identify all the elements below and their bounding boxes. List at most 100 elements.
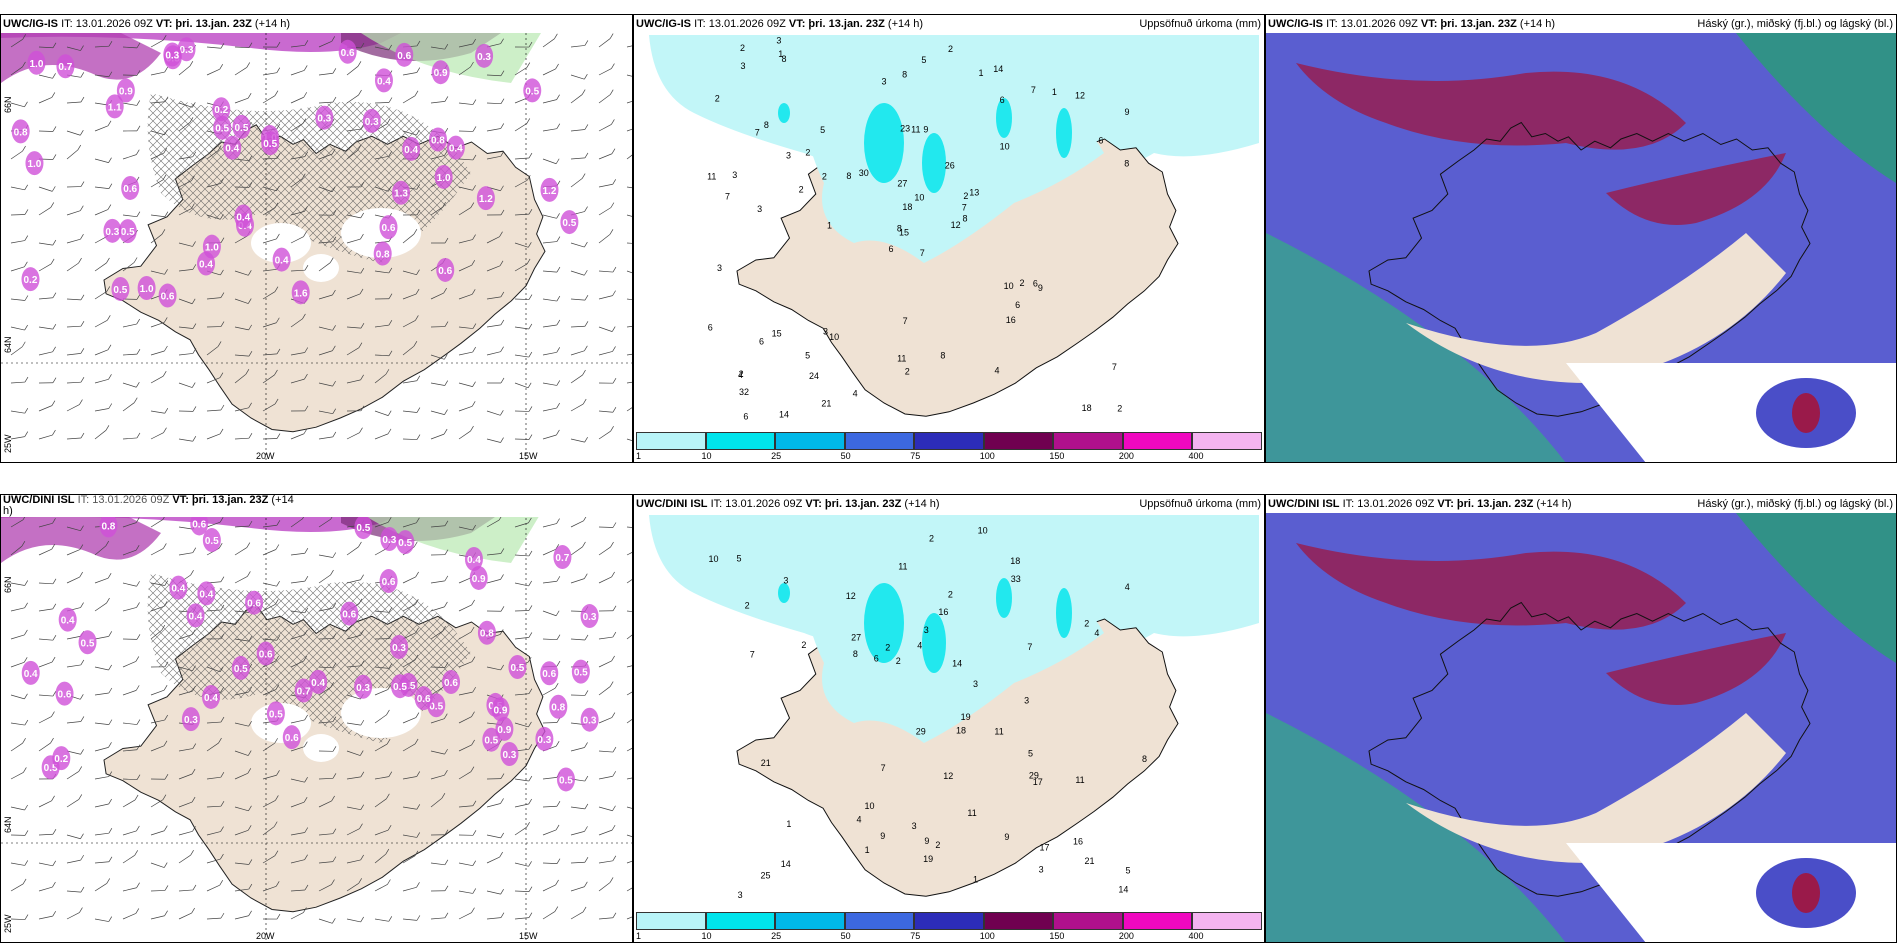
wind-barb-flag <box>500 319 505 326</box>
wind-barb <box>346 214 361 219</box>
precip-value: 7 <box>903 316 908 326</box>
wind-barb <box>458 691 473 696</box>
colorbar-swatch <box>1192 432 1262 450</box>
wind-barb <box>38 351 53 356</box>
wind-barb <box>10 607 25 612</box>
wind-barb <box>626 634 632 640</box>
wind-barb <box>150 322 165 328</box>
wind-barb <box>402 855 416 864</box>
wind-barb <box>234 915 249 920</box>
wind-barb-flag <box>220 321 225 327</box>
wind-barb <box>178 748 193 752</box>
wind-barb <box>346 918 361 923</box>
cell-value: 0.3 <box>537 735 551 746</box>
wind-barb-flag <box>472 860 477 866</box>
cell-value: 0.3 <box>165 51 179 62</box>
cell-value: 0.5 <box>356 523 370 534</box>
wind-barb <box>346 347 360 356</box>
wind-barb <box>150 39 164 48</box>
wind-barb <box>10 240 25 244</box>
wind-barb-flag <box>556 402 560 409</box>
wind-barb <box>458 716 472 724</box>
wind-barb-flag <box>359 288 364 295</box>
wind-barb <box>570 806 585 810</box>
precip-value: 2 <box>963 191 968 201</box>
wind-barb-flag <box>471 401 476 407</box>
wind-barb <box>458 912 472 920</box>
model-name: UWC/IG-IS <box>3 18 58 30</box>
wind-barb-flag <box>526 258 531 265</box>
wind-barb <box>122 154 137 160</box>
low-cloud-area <box>1296 543 1686 630</box>
wind-barb <box>94 45 109 48</box>
wind-barb-flag <box>220 716 225 723</box>
heavy-precip-cell <box>922 613 946 673</box>
wind-barb-flag <box>528 517 532 524</box>
wind-barb <box>626 438 632 441</box>
wind-barb-flag <box>471 739 475 746</box>
wind-barb <box>178 526 193 530</box>
wind-barb-flag <box>136 125 141 132</box>
wind-barb <box>94 883 107 892</box>
precip-cell <box>181 707 200 732</box>
wind-barb-flag <box>248 432 253 439</box>
wind-barb <box>150 234 163 244</box>
lon-label-20w: 20W <box>256 451 275 461</box>
wind-barb-flag <box>414 90 419 96</box>
wind-barb <box>486 803 501 808</box>
precip-value: 3 <box>881 76 886 86</box>
wind-barb-flag <box>360 660 365 667</box>
precip-cell <box>232 114 251 139</box>
wind-barb-flag <box>444 96 449 102</box>
precip-cell <box>482 727 501 752</box>
wind-barb-flag <box>582 398 587 405</box>
wind-barb <box>542 884 556 892</box>
wind-barb <box>290 156 305 160</box>
wind-barb <box>598 829 613 836</box>
wind-barb <box>318 294 333 300</box>
wind-barb-flag <box>500 664 504 671</box>
wind-barb <box>430 774 445 780</box>
wind-barb-flag <box>556 858 561 864</box>
wind-barb-flag <box>163 147 168 154</box>
wind-barb <box>626 154 632 160</box>
wind-barb <box>514 179 528 188</box>
wind-barb-flag <box>612 746 617 753</box>
wind-barb <box>178 269 193 272</box>
precip-value: 7 <box>755 128 760 138</box>
wind-barb <box>542 298 557 302</box>
cell-value: 0.7 <box>58 62 72 73</box>
wind-barb <box>122 661 136 668</box>
wind-barb <box>458 771 472 780</box>
wind-barb <box>626 381 632 384</box>
wind-barb-flag <box>471 260 476 266</box>
wind-barb <box>178 438 193 442</box>
heavy-precip-cell <box>1056 108 1072 158</box>
precip-value: 9 <box>880 831 885 841</box>
cell-value: 0.6 <box>247 599 261 610</box>
valid-time: þri. 13.jan. 23Z <box>824 498 902 510</box>
wind-barb <box>318 574 331 584</box>
wind-barb-flag <box>472 126 477 132</box>
colorbar-tick: 400 <box>1188 451 1204 461</box>
wind-barb <box>486 519 500 528</box>
precip-value: 2 <box>1019 278 1024 288</box>
map-layers: 0.50.80.30.50.40.30.30.50.40.90.50.90.50… <box>1 513 632 942</box>
cell-value: 0.8 <box>480 629 494 640</box>
wind-barb <box>626 298 632 301</box>
wind-barb <box>374 714 387 724</box>
cell-value: 0.3 <box>392 643 406 654</box>
wind-barb <box>458 526 473 531</box>
precip-value: 14 <box>781 859 791 869</box>
valid-time: þri. 13.jan. 23Z <box>808 18 885 30</box>
wind-barb-flag <box>80 602 84 608</box>
wind-barb-flag <box>416 153 421 159</box>
wind-barb <box>178 382 193 388</box>
colorbar-tick: 50 <box>840 451 851 461</box>
wind-barb-flag <box>413 229 418 235</box>
wind-barb-flag <box>385 369 390 375</box>
lead-time: (+14 h) <box>254 18 291 30</box>
wind-barb-flag <box>360 916 364 923</box>
wind-barb <box>150 629 163 640</box>
wind-barb <box>570 178 583 188</box>
